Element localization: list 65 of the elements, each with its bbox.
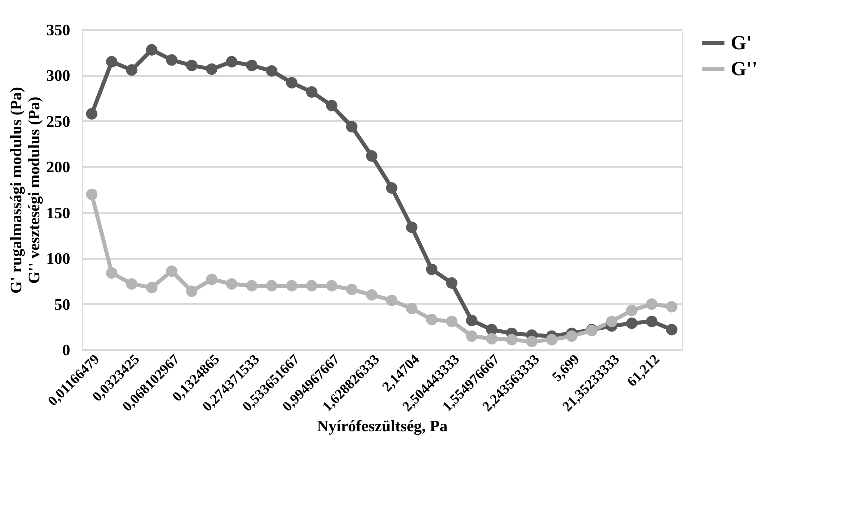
point	[346, 284, 358, 296]
point	[346, 121, 358, 133]
point	[166, 266, 178, 278]
point	[466, 330, 478, 342]
point	[266, 65, 278, 77]
y-tick-label: 300	[46, 68, 70, 86]
point	[186, 286, 198, 298]
y-tick-label: 50	[54, 296, 70, 314]
point	[446, 278, 458, 289]
point	[326, 100, 338, 112]
point	[246, 280, 258, 292]
point	[286, 280, 298, 292]
point	[246, 60, 258, 72]
point	[206, 274, 218, 286]
point	[86, 188, 98, 200]
y-tick-label: 150	[46, 205, 70, 222]
point	[666, 324, 678, 336]
point	[426, 264, 438, 276]
point	[646, 298, 658, 310]
point	[146, 44, 158, 56]
point	[386, 294, 398, 306]
point	[306, 86, 318, 98]
point	[506, 334, 518, 346]
point	[86, 108, 98, 120]
point	[366, 150, 378, 162]
point	[426, 314, 438, 326]
point	[386, 182, 398, 194]
point	[626, 318, 638, 330]
point	[626, 304, 638, 316]
point	[106, 56, 118, 68]
y-tick-label: 250	[46, 114, 70, 131]
point	[486, 324, 498, 336]
point	[566, 330, 578, 342]
y-tick-label: 100	[46, 251, 70, 268]
point	[326, 280, 338, 292]
y-tick-label: 200	[46, 160, 70, 177]
point	[226, 56, 238, 68]
point	[446, 316, 458, 328]
point	[126, 278, 138, 290]
point	[126, 64, 138, 76]
point	[466, 315, 478, 326]
point	[646, 316, 658, 328]
point	[406, 303, 418, 315]
point	[366, 289, 378, 301]
point	[486, 333, 498, 345]
legend-label: G'	[731, 32, 752, 54]
y-axis-title: G' rugalmassági modulus (Pa) G'' veszteségi modulus (Pa)	[8, 87, 44, 294]
point	[666, 301, 678, 313]
point	[406, 222, 418, 234]
point	[106, 268, 118, 279]
point	[606, 316, 618, 328]
point	[226, 278, 238, 290]
x-axis-title: Nyírófeszültség, Pa	[317, 418, 448, 436]
point	[286, 77, 298, 89]
y-tick-label: 350	[46, 22, 70, 40]
point	[546, 334, 558, 346]
point	[306, 280, 318, 292]
point	[266, 280, 278, 292]
point	[166, 54, 178, 66]
point	[186, 60, 198, 72]
point	[526, 336, 538, 348]
point	[146, 282, 158, 294]
legend-label: G''	[731, 58, 758, 80]
y-tick-label: 0	[62, 342, 70, 360]
point	[206, 64, 218, 76]
